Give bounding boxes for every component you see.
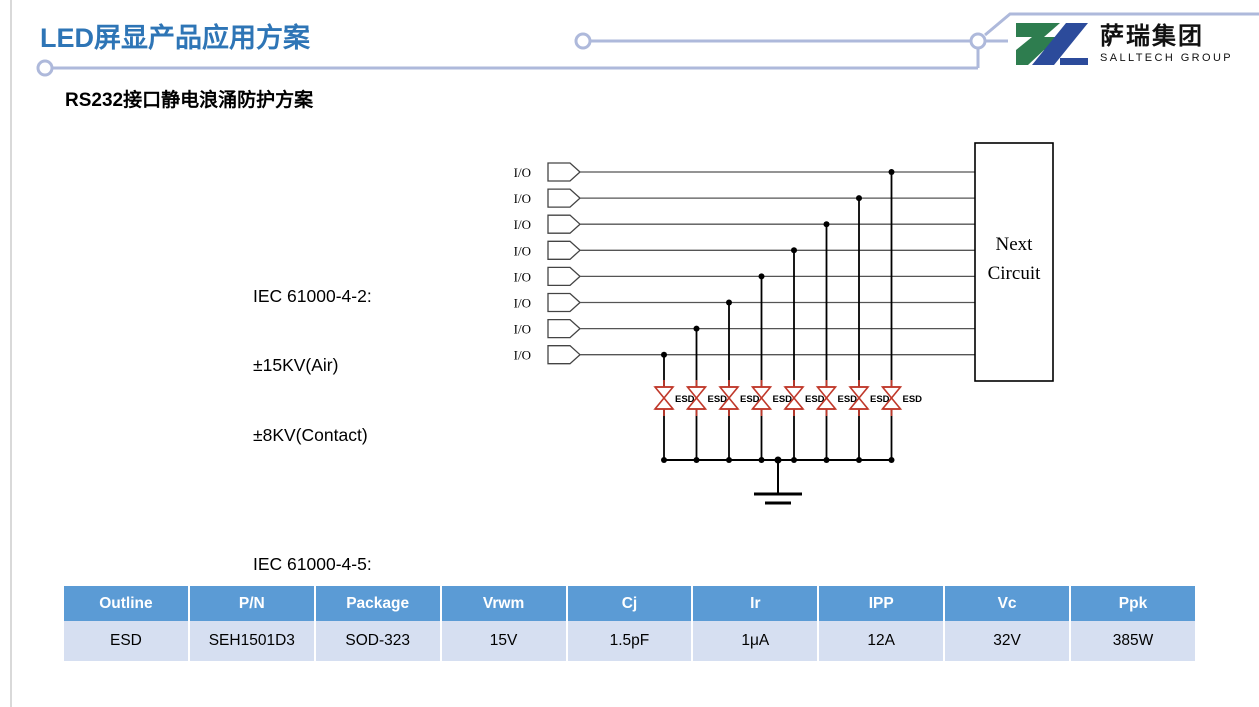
esd-label: ESD — [838, 394, 858, 405]
cell-ppk: 385W — [1071, 621, 1195, 661]
col-vc: Vc — [945, 586, 1069, 621]
junction-dot — [726, 299, 732, 306]
esd-label: ESD — [740, 394, 760, 405]
col-pn: P/N — [189, 586, 314, 621]
col-vrwm: Vrwm — [441, 586, 566, 621]
iec-61000-4-5-label: IEC 61000-4-5: — [253, 554, 372, 575]
io-connector — [547, 214, 581, 234]
company-logo: 萨瑞集团 SALLTECH GROUP — [1014, 14, 1254, 74]
next-circuit-box — [974, 142, 1054, 382]
cell-pn: SEH1501D3 — [189, 621, 314, 661]
col-ipp: IPP — [819, 586, 944, 621]
io-connector — [547, 162, 581, 182]
table-header-row: Outline P/N Package Vrwm Cj Ir IPP Vc Pp… — [64, 586, 1195, 621]
cell-ir: 1μA — [693, 621, 818, 661]
io-connector — [547, 240, 581, 260]
io-connector — [547, 266, 581, 287]
cell-ipp: 12A — [819, 621, 944, 661]
salltech-logo-icon — [1016, 23, 1088, 65]
iec-61000-4-2-label: IEC 61000-4-2: — [253, 286, 372, 307]
io-label: I/O — [514, 269, 531, 284]
logo-name-cn: 萨瑞集团 — [1100, 22, 1204, 50]
esd-label: ESD — [870, 394, 890, 405]
iec-61000-4-2-contact: ±8KV(Contact) — [253, 424, 368, 445]
next-circuit-label-line1: Next — [996, 234, 1034, 255]
table-row: ESD SEH1501D3 SOD-323 15V 1.5pF 1μA 12A … — [64, 621, 1195, 661]
io-label: I/O — [514, 348, 531, 363]
io-label: I/O — [514, 191, 531, 206]
io-label: I/O — [514, 296, 531, 311]
junction-dot — [661, 351, 667, 358]
cell-cj: 1.5pF — [567, 621, 692, 661]
ground-junction-dot — [774, 456, 782, 464]
iec-61000-4-2-air: ±15KV(Air) — [253, 355, 339, 376]
junction-dot — [888, 169, 895, 175]
esd-diode-upper — [653, 386, 675, 400]
junction-dot — [791, 247, 797, 254]
cell-vrwm: 15V — [441, 621, 566, 661]
col-package: Package — [315, 586, 440, 621]
esd-label: ESD — [675, 394, 695, 405]
io-connector — [547, 345, 581, 365]
col-ppk: Ppk — [1071, 586, 1195, 621]
junction-dot — [693, 325, 700, 332]
col-ir: Ir — [693, 586, 818, 621]
cell-outline: ESD — [64, 621, 188, 661]
spec-table: Outline P/N Package Vrwm Cj Ir IPP Vc Pp… — [62, 586, 1197, 661]
col-outline: Outline — [64, 586, 188, 621]
io-label: I/O — [514, 243, 531, 258]
junction-dot — [823, 221, 830, 228]
io-connector — [547, 188, 581, 208]
cell-package: SOD-323 — [315, 621, 440, 661]
esd-label: ESD — [805, 394, 825, 405]
io-label: I/O — [514, 217, 531, 232]
page-title: LED屏显产品应用方案 — [40, 23, 310, 53]
left-accent-bar — [0, 0, 12, 707]
esd-label: ESD — [708, 394, 728, 405]
col-cj: Cj — [567, 586, 692, 621]
section-subtitle: RS232接口静电浪涌防护方案 — [65, 90, 314, 111]
io-label: I/O — [514, 322, 531, 337]
junction-dot — [758, 273, 765, 280]
esd-label: ESD — [903, 394, 923, 405]
cell-vc: 32V — [945, 621, 1069, 661]
circuit-diagram: I/O I/O I/O I/O I/O I/O I/O I/O ESD ESD ESD ESD ESD E… — [514, 142, 1054, 505]
junction-dot — [856, 195, 862, 202]
io-label: I/O — [514, 165, 531, 180]
next-circuit-label-line2: Circuit — [988, 263, 1041, 284]
logo-name-en: SALLTECH GROUP — [1100, 51, 1234, 64]
io-connector — [547, 318, 581, 339]
io-connector — [547, 292, 581, 313]
esd-label: ESD — [773, 394, 793, 405]
esd-diode-lower — [653, 396, 675, 410]
